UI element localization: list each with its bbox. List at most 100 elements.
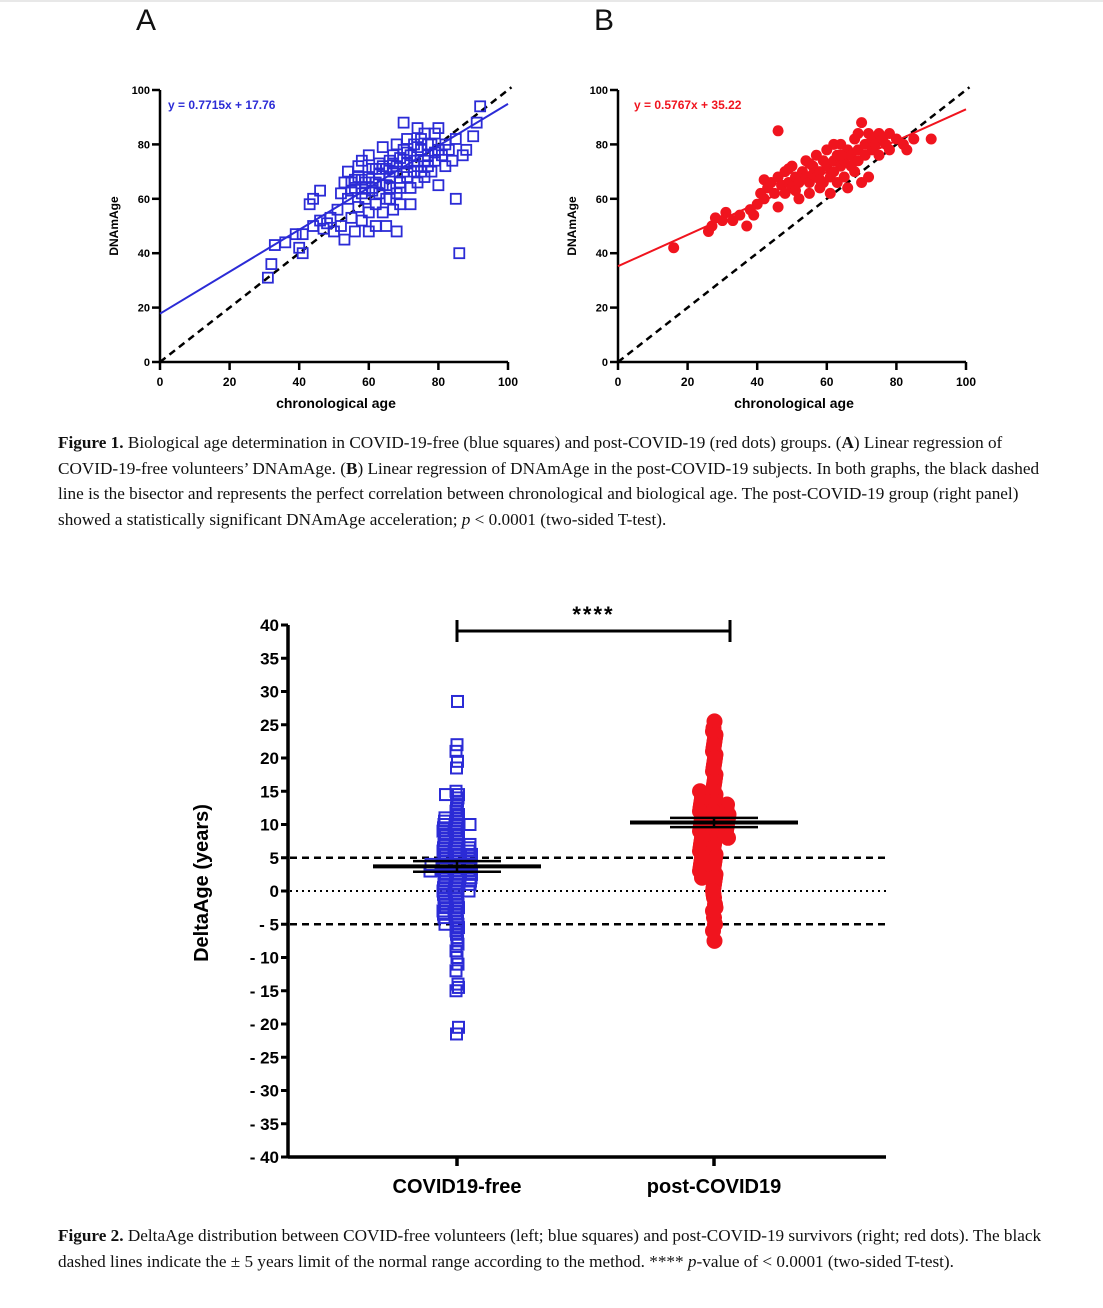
data-point [863,171,875,183]
data-point [355,173,368,186]
data-point [460,143,473,156]
data-point [314,184,326,197]
data-point [741,220,753,232]
data-point [838,171,850,183]
data-point [720,206,732,218]
y-axis-title: DeltaAge (years) [191,804,213,962]
y-tick-label: 80 [596,139,608,151]
data-point [474,100,487,113]
y-tick-label: 100 [132,85,150,97]
x-axis-title: chronological age [734,395,854,411]
data-point [463,818,477,831]
data-point [694,869,710,886]
data-point [873,149,885,161]
data-point [394,182,407,194]
y-tick-label: - 30 [250,1082,279,1101]
data-point [467,130,480,143]
x-tick-label: 100 [956,375,976,389]
data-point [437,911,451,925]
data-point [296,247,309,260]
data-point [803,187,815,199]
data-point [803,157,815,169]
figure1-caption-label: Figure 1. [58,433,124,452]
y-tick-label: 40 [596,248,608,260]
data-point [338,233,351,246]
y-tick-label: - 40 [250,1148,279,1167]
data-point [901,144,913,156]
y-tick-label: 0 [602,357,608,369]
data-point [451,937,465,951]
regression-equation: y = 0.7715x + 17.76 [168,98,276,112]
data-point [348,225,361,238]
data-point [432,179,445,192]
data-point [758,193,770,205]
figure1-panel-a: 0 20 40 60 80 100 0 20 40 60 80 100 chronological ag… [100,70,540,420]
y-tick-label: 30 [260,683,279,702]
data-point [814,174,826,186]
data-point [452,901,465,915]
x-axis-title: chronological age [276,395,396,411]
data-point [359,182,372,194]
data-point [436,844,450,858]
figure1-panel-b: 0 20 40 60 80 100 0 20 40 60 80 100 chronological ag… [558,70,998,420]
data-point [769,187,781,199]
data-point [462,884,476,898]
y-axis-title: DNAmAge [107,196,121,256]
data-point [436,824,450,838]
data-point [422,138,434,151]
data-point [463,877,477,891]
data-point [720,829,736,846]
x-tick-label: 0 [157,375,164,389]
data-point [289,228,302,241]
figure2-caption-p: p [687,1251,697,1271]
figure2-caption: Figure 2. DeltaAge distribution between … [58,1223,1048,1274]
data-point [261,271,274,284]
data-point [451,694,464,708]
y-tick-label: - 35 [250,1115,279,1134]
data-point [734,209,746,221]
data-point [369,162,382,175]
data-point [772,201,784,213]
x-tick-label: 100 [498,375,518,389]
figure1-caption-ref-a: A [841,433,854,452]
data-point [452,980,465,994]
x-tick-label: 80 [432,375,446,389]
y-tick-label: 40 [138,248,150,260]
x-tick-label: 60 [820,375,834,389]
data-point [668,242,680,254]
data-point [450,951,464,964]
y-tick-label: 35 [260,649,279,668]
scatter-chart-a: 0 20 40 60 80 100 0 20 40 60 80 100 chronological ag… [107,85,518,411]
data-point [449,744,463,758]
data-point [849,166,861,178]
regression-equation: y = 0.5767x + 35.22 [634,98,742,112]
data-point [452,921,465,935]
data-point [852,128,864,140]
figure1-caption: Figure 1. Biological age determination i… [58,430,1048,532]
data-point [789,185,801,197]
data-point [438,917,452,931]
data-point [432,122,445,134]
data-point [335,220,347,232]
data-point [366,184,379,197]
data-point [449,804,463,818]
data-point [390,225,403,238]
data-point [362,149,375,162]
data-point [772,125,784,137]
data-point [345,211,358,224]
y-tick-label: 0 [144,357,150,369]
data-point [355,214,368,227]
data-point [883,144,895,156]
x-tick-label: 20 [681,375,695,389]
x-tick-label: 20 [223,375,237,389]
data-point [380,179,393,192]
y-tick-label: 80 [138,139,150,151]
y-tick-label: - 15 [250,982,279,1001]
regression-line [159,102,509,315]
y-tick-label: 0 [270,882,279,901]
data-point [265,258,278,270]
data-point [925,133,937,145]
data-point [450,761,463,775]
y-tick-label: 40 [260,616,279,635]
data-point [401,146,413,159]
